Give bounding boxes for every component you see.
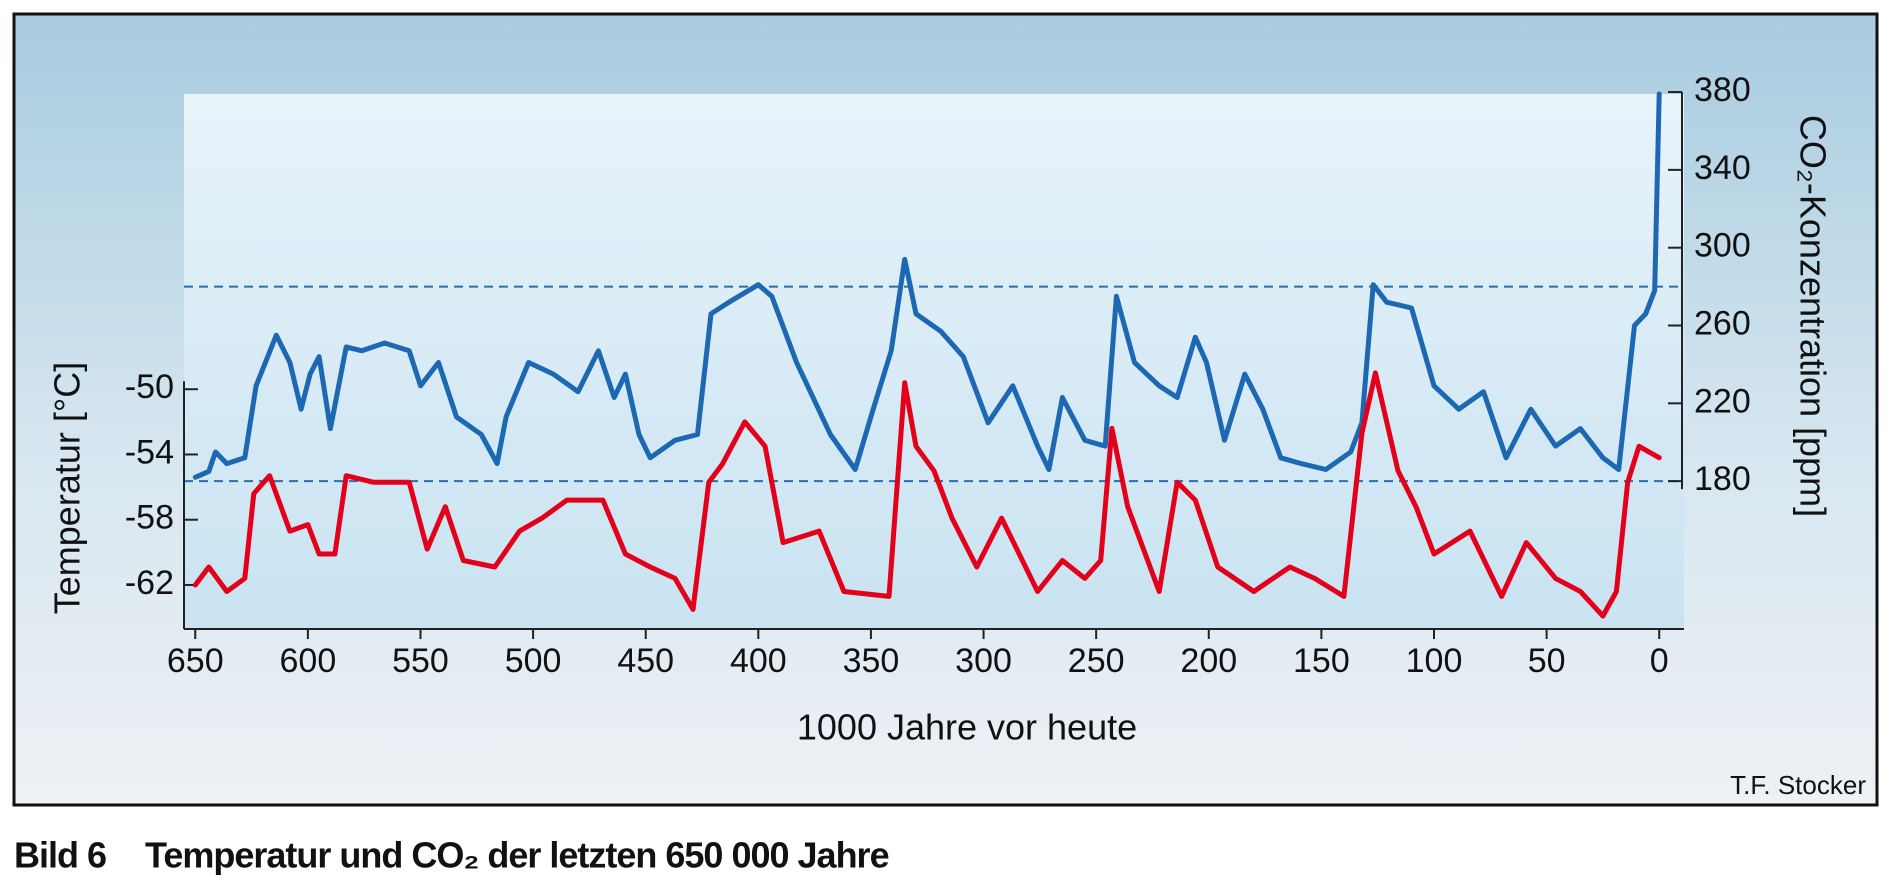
x-tick-label: 150: [1293, 642, 1350, 680]
y-tick-label: -58: [125, 499, 174, 537]
y2-tick-label: 380: [1694, 71, 1751, 109]
y2-tick-label: 300: [1694, 227, 1751, 265]
caption-text: Temperatur und CO₂ der letzten 650 000 J…: [145, 835, 889, 876]
x-tick-label: 250: [1068, 642, 1125, 680]
x-tick-label: 200: [1180, 642, 1237, 680]
x-tick-label: 500: [505, 642, 562, 680]
x-tick-label: 600: [280, 642, 337, 680]
x-tick-label: 350: [843, 642, 900, 680]
x-tick-label: 300: [955, 642, 1012, 680]
data-line: [192, 370, 1662, 619]
y2-axis-label: CO₂-Konzentration [ppm]: [1792, 115, 1833, 517]
x-tick-label: 100: [1406, 642, 1463, 680]
x-tick-label: 50: [1528, 642, 1566, 680]
y-tick-label: -50: [125, 368, 174, 406]
x-tick-label: 400: [730, 642, 787, 680]
plot-area: [184, 94, 1684, 629]
x-tick-label: 650: [167, 642, 224, 680]
x-tick-label: 450: [617, 642, 674, 680]
y2-tick-label: 340: [1694, 149, 1751, 187]
y2-tick-label: 180: [1694, 460, 1751, 498]
y-tick-label: -62: [125, 564, 174, 602]
x-tick-label: 550: [392, 642, 449, 680]
y2-tick-label: 220: [1694, 382, 1751, 420]
x-axis-label: 1000 Jahre vor heute: [797, 707, 1137, 748]
y2-tick-label: 260: [1694, 304, 1751, 342]
credit: T.F. Stocker: [1730, 770, 1866, 800]
y-tick-label: -54: [125, 433, 174, 471]
x-tick-label: 0: [1650, 642, 1669, 680]
y-axis-label: Temperatur [°C]: [47, 362, 88, 614]
caption-label: Bild 6: [14, 835, 106, 876]
data-line: [192, 91, 1662, 480]
